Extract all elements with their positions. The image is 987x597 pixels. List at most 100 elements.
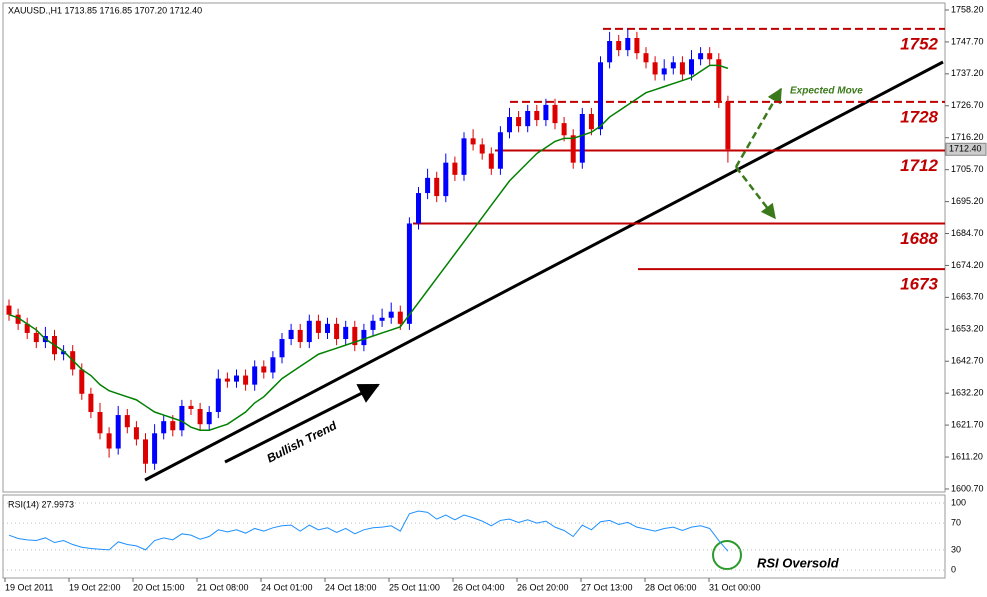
- candle-body: [388, 311, 394, 318]
- y-tick-label: 1653.20: [951, 324, 984, 334]
- candle-body: [252, 366, 258, 385]
- candle-body: [679, 62, 685, 75]
- candle-body: [61, 351, 67, 355]
- candle-body: [561, 123, 567, 136]
- price-panel: [2, 2, 946, 493]
- y-tick-label: 1705.70: [951, 164, 984, 174]
- y-tick-label: 1695.20: [951, 196, 984, 206]
- candle-body: [598, 62, 603, 130]
- y-tick-label: 30: [951, 544, 961, 554]
- candle-body: [279, 339, 285, 358]
- candle-body: [625, 37, 631, 51]
- candle-body: [579, 113, 585, 163]
- level-label: 1673: [900, 275, 938, 294]
- y-tick-label: 1737.20: [951, 68, 984, 78]
- oversold-circle: [712, 540, 742, 570]
- candle-body: [543, 104, 549, 121]
- x-tick-label: 26 Oct 20:00: [517, 582, 569, 592]
- y-tick-label: 0: [951, 564, 956, 574]
- candle-body: [115, 415, 121, 449]
- candle-body: [306, 320, 312, 343]
- y-tick-label: 1747.70: [951, 36, 984, 46]
- candle-body: [88, 393, 94, 413]
- candle-body: [534, 110, 540, 121]
- x-tick-label: 20 Oct 15:00: [133, 582, 185, 592]
- x-tick-label: 28 Oct 06:00: [645, 582, 697, 592]
- candle-body: [488, 153, 494, 169]
- x-tick-label: 25 Oct 11:00: [389, 582, 440, 592]
- candle-body: [152, 433, 158, 464]
- level-label: 1752: [900, 34, 938, 53]
- candle-body: [97, 412, 103, 434]
- candle-body: [170, 421, 176, 431]
- rsi-title: RSI(14) 27.9973: [8, 499, 74, 509]
- candle-body: [434, 177, 440, 197]
- expected-arrow-up: [734, 87, 783, 168]
- y-tick-label: 70: [951, 517, 961, 527]
- candle-body: [206, 412, 212, 425]
- y-tick-label: 1716.20: [951, 132, 984, 142]
- candle-body: [161, 421, 167, 434]
- candle-body: [525, 110, 531, 127]
- candle-body: [379, 317, 385, 321]
- candle-body: [652, 62, 658, 75]
- candle-body: [15, 314, 21, 324]
- candle-body: [215, 378, 221, 413]
- x-tick-label: 27 Oct 13:00: [581, 582, 633, 592]
- candle-body: [334, 323, 340, 340]
- candle-body: [224, 378, 230, 382]
- x-tick-label: 19 Oct 22:00: [69, 582, 121, 592]
- x-tick-label: 26 Oct 04:00: [453, 582, 505, 592]
- y-tick-label: 1674.20: [951, 260, 984, 270]
- candle-body: [243, 375, 249, 385]
- y-tick-label: 1663.70: [951, 292, 984, 302]
- candle-body: [179, 405, 185, 431]
- candle-body: [406, 223, 412, 324]
- candle-body: [452, 162, 458, 175]
- expected-label: Expected Move: [790, 86, 863, 97]
- y-tick-label: 1611.20: [951, 451, 983, 461]
- candle-body: [297, 329, 303, 343]
- candle-body: [33, 332, 39, 343]
- candle-body: [315, 320, 321, 333]
- candle-body: [343, 326, 349, 340]
- candle-body: [261, 366, 267, 373]
- candle-body: [443, 162, 449, 197]
- candle-body: [725, 101, 731, 150]
- candle-body: [270, 357, 276, 373]
- x-tick-label: 21 Oct 08:00: [197, 582, 249, 592]
- candle-body: [106, 433, 112, 449]
- candle-body: [24, 323, 30, 333]
- y-tick-label: 1642.70: [951, 356, 984, 366]
- x-tick-label: 24 Oct 01:00: [261, 582, 313, 592]
- rsi-line: [8, 510, 729, 552]
- candle-body: [689, 59, 694, 75]
- candle-body: [425, 177, 431, 194]
- candle-body: [479, 144, 485, 154]
- candle-body: [497, 132, 503, 169]
- y-tick-label: 1600.70: [951, 483, 984, 493]
- rsi-panel: [2, 494, 946, 579]
- candle-body: [607, 41, 613, 63]
- rsi-annotation: RSI Oversold: [757, 555, 840, 570]
- candle-body: [716, 59, 722, 102]
- candle-body: [570, 135, 576, 163]
- candle-body: [516, 117, 522, 127]
- trend-arrow: [224, 383, 380, 464]
- y-tick-label: 1758.20: [951, 4, 984, 14]
- candle-body: [124, 415, 130, 428]
- candle-body: [288, 329, 294, 340]
- y-tick-label: 1621.70: [951, 419, 984, 429]
- chart-title: XAUUSD.,H1 1713.85 1716.85 1707.20 1712.…: [8, 5, 202, 15]
- x-tick-label: 24 Oct 18:00: [325, 582, 377, 592]
- candle-body: [588, 113, 594, 130]
- candle-body: [143, 439, 148, 464]
- y-tick-label: 1632.20: [951, 388, 984, 398]
- price-marker-label: 1712.40: [949, 144, 982, 154]
- candle-body: [197, 408, 203, 425]
- candle-body: [634, 37, 640, 54]
- candle-body: [79, 369, 85, 394]
- candle-body: [325, 323, 330, 333]
- candle-body: [461, 138, 467, 175]
